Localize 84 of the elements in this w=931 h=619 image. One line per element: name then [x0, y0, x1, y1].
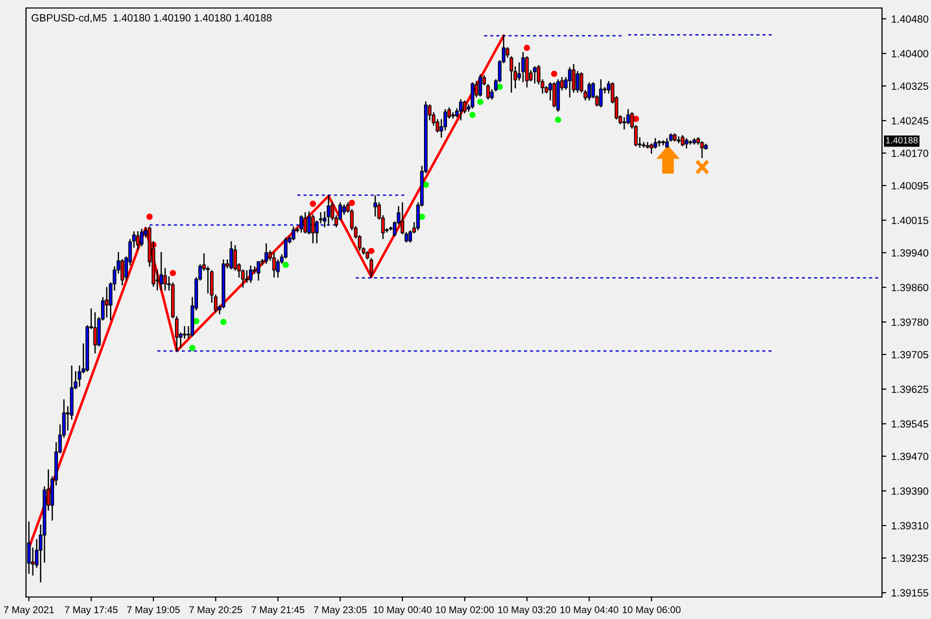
y-tick-label: 1.39235 [892, 554, 928, 562]
candlestick [568, 67, 572, 98]
candlestick [459, 99, 463, 120]
candlestick [256, 261, 260, 281]
candlestick [657, 140, 662, 146]
point [477, 98, 484, 106]
candlestick [622, 117, 626, 130]
candlestick [136, 231, 140, 250]
candlestick [311, 214, 315, 244]
candlestick [303, 212, 307, 234]
y-tick-label: 1.39390 [892, 487, 928, 495]
point [146, 214, 153, 220]
candlestick [470, 82, 474, 109]
candlestick [576, 71, 580, 93]
chart-title: GBPUSD-cd,M5 1.40180 1.40190 1.40180 1.40188 [32, 14, 272, 23]
candlestick [272, 252, 276, 278]
y-tick-label: 1.39625 [892, 386, 928, 393]
x-tick-label: 10 May 00:40 [374, 606, 432, 616]
y-tick-label: 1.40095 [892, 182, 928, 190]
x-tick-label: 10 May 02:00 [436, 606, 494, 616]
candlestick [264, 243, 268, 264]
candlestick [326, 195, 330, 226]
y-tick-label: 1.39780 [892, 318, 928, 326]
y-tick-label: 1.40400 [892, 50, 928, 58]
candlestick [248, 265, 252, 283]
candlestick [462, 100, 466, 114]
x-tick-label: 10 May 06:00 [622, 606, 681, 616]
candlestick [163, 268, 167, 291]
candlestick [292, 226, 296, 240]
candlestick [676, 136, 680, 144]
candlestick [532, 66, 537, 84]
candlestick [307, 211, 311, 234]
point [551, 70, 558, 77]
candlestick [684, 138, 688, 149]
candlestick [300, 215, 304, 233]
y-tick-label: 1.40170 [892, 150, 928, 157]
candlestick [486, 84, 490, 100]
candlestick [104, 287, 109, 318]
candlestick [159, 252, 163, 291]
candlestick [93, 312, 97, 354]
candlestick [506, 47, 510, 58]
y-tick-label: 1.39705 [892, 350, 928, 358]
x-tick-label: 7 May 2021 [4, 606, 54, 616]
y-tick-label: 1.39310 [892, 522, 928, 530]
y-tick-label: 1.39860 [892, 284, 928, 292]
candlestick [700, 141, 704, 158]
point [310, 200, 316, 207]
candlestick [599, 79, 603, 108]
candlestick [521, 52, 525, 82]
y-tick-label: 1.40480 [892, 15, 928, 23]
point [189, 344, 196, 352]
point [348, 200, 355, 206]
x-tick-label: 7 May 20:25 [189, 606, 242, 616]
y-tick-label: 1.39545 [892, 420, 928, 428]
point [368, 248, 374, 254]
text: 1.40188 [886, 137, 918, 144]
point [170, 270, 176, 276]
candlestick [587, 82, 591, 100]
x-tick-label: 7 May 23:05 [314, 606, 367, 616]
point [554, 116, 562, 123]
x-tick-label: 7 May 17:45 [64, 606, 118, 616]
candlestick [510, 56, 514, 93]
candlestick [229, 241, 234, 270]
y-tick-label: 1.40325 [892, 82, 928, 90]
y-tick-label: 1.40015 [892, 216, 928, 224]
candlestick [525, 56, 529, 88]
candlestick [182, 326, 186, 339]
x-tick-label: 7 May 21:45 [252, 606, 304, 616]
point [282, 262, 289, 268]
x-tick-label: 7 May 19:05 [127, 606, 180, 616]
candlestick [552, 82, 556, 108]
candlestick [140, 228, 144, 246]
point [524, 44, 530, 51]
point [220, 318, 227, 326]
point [469, 112, 476, 118]
y-tick-label: 1.39470 [892, 452, 928, 460]
candlestick [478, 74, 482, 97]
x-tick-label: 10 May 03:20 [498, 606, 556, 616]
candlestick [680, 135, 684, 146]
x-tick-label: 10 May 04:40 [560, 606, 618, 616]
y-tick-label: 1.40245 [892, 117, 928, 124]
y-tick-label: 1.39155 [892, 589, 928, 597]
y-tick-label: 1.39940 [892, 249, 928, 257]
candlestick [373, 195, 377, 217]
